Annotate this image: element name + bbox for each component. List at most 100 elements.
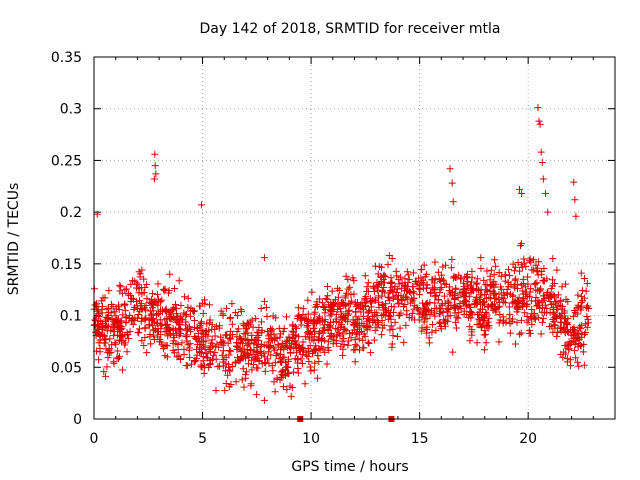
data-point xyxy=(249,361,257,369)
data-point xyxy=(494,295,502,303)
data-point xyxy=(382,300,390,308)
data-point xyxy=(490,300,498,308)
data-point xyxy=(184,303,192,311)
data-point xyxy=(535,314,543,322)
data-point xyxy=(149,321,157,329)
data-point xyxy=(339,351,347,359)
data-point xyxy=(268,325,276,333)
data-point xyxy=(516,330,524,338)
data-point xyxy=(483,288,491,296)
data-point xyxy=(305,316,313,324)
data-point xyxy=(495,268,503,276)
data-point xyxy=(108,315,116,323)
data-point xyxy=(414,305,422,313)
data-point xyxy=(253,344,261,352)
data-point xyxy=(531,315,539,323)
data-point xyxy=(158,341,166,349)
data-point xyxy=(222,353,230,361)
data-point xyxy=(287,339,295,347)
data-point xyxy=(294,312,302,320)
data-point xyxy=(201,362,209,370)
data-point xyxy=(384,261,392,269)
y-tick-label: 0.2 xyxy=(60,205,82,221)
data-point xyxy=(481,330,489,338)
data-point xyxy=(310,366,318,374)
data-point xyxy=(379,324,387,332)
data-point xyxy=(391,282,399,290)
data-point xyxy=(367,349,375,357)
data-point xyxy=(192,357,200,365)
data-point xyxy=(255,323,263,331)
data-point xyxy=(148,310,156,318)
data-point xyxy=(237,336,245,344)
data-point xyxy=(449,198,457,206)
x-tick-label: 15 xyxy=(411,431,429,447)
data-point xyxy=(338,299,346,307)
data-point xyxy=(323,295,331,303)
data-point xyxy=(263,342,271,350)
data-point xyxy=(454,303,462,311)
data-point xyxy=(143,295,151,303)
data-point xyxy=(532,261,540,269)
data-point xyxy=(583,312,591,320)
data-point xyxy=(225,346,233,354)
data-point xyxy=(143,349,151,357)
data-point xyxy=(360,312,368,320)
data-point xyxy=(115,306,123,314)
data-point xyxy=(171,285,179,293)
data-point xyxy=(454,314,462,322)
data-point xyxy=(333,284,341,292)
data-point xyxy=(581,294,589,302)
data-point xyxy=(227,335,235,343)
data-point xyxy=(404,271,412,279)
data-point xyxy=(304,296,312,304)
data-point xyxy=(402,321,410,329)
data-point xyxy=(531,280,539,288)
data-point xyxy=(117,283,125,291)
data-point xyxy=(206,316,214,324)
data-point xyxy=(517,329,525,337)
data-point xyxy=(581,320,589,328)
data-point xyxy=(541,277,549,285)
data-point xyxy=(478,291,486,299)
data-point xyxy=(205,364,213,372)
data-point xyxy=(381,279,389,287)
data-point xyxy=(98,297,106,305)
data-point xyxy=(541,301,549,309)
data-point xyxy=(101,294,109,302)
data-point xyxy=(468,267,476,275)
data-point xyxy=(560,307,568,315)
data-point xyxy=(238,376,246,384)
data-point xyxy=(304,328,312,336)
data-point xyxy=(584,302,592,310)
data-point xyxy=(340,325,348,333)
data-point xyxy=(460,310,468,318)
data-point xyxy=(463,281,471,289)
data-point xyxy=(102,372,110,380)
data-point xyxy=(261,367,269,375)
data-point xyxy=(218,351,226,359)
data-point xyxy=(416,291,424,299)
data-point xyxy=(337,342,345,350)
data-point xyxy=(238,353,246,361)
data-point xyxy=(165,289,173,297)
data-point xyxy=(147,340,155,348)
data-point xyxy=(148,317,156,325)
data-point xyxy=(164,332,172,340)
data-point xyxy=(477,254,485,262)
data-point xyxy=(359,336,367,344)
data-point xyxy=(485,302,493,310)
data-point xyxy=(148,290,156,298)
data-point xyxy=(112,312,120,320)
data-point xyxy=(390,308,398,316)
data-point xyxy=(194,334,202,342)
data-point xyxy=(356,321,364,329)
data-point xyxy=(268,362,276,370)
data-point xyxy=(537,285,545,293)
data-point xyxy=(109,303,117,311)
data-point xyxy=(519,296,527,304)
data-point xyxy=(329,340,337,348)
data-point xyxy=(482,294,490,302)
data-point xyxy=(491,305,499,313)
